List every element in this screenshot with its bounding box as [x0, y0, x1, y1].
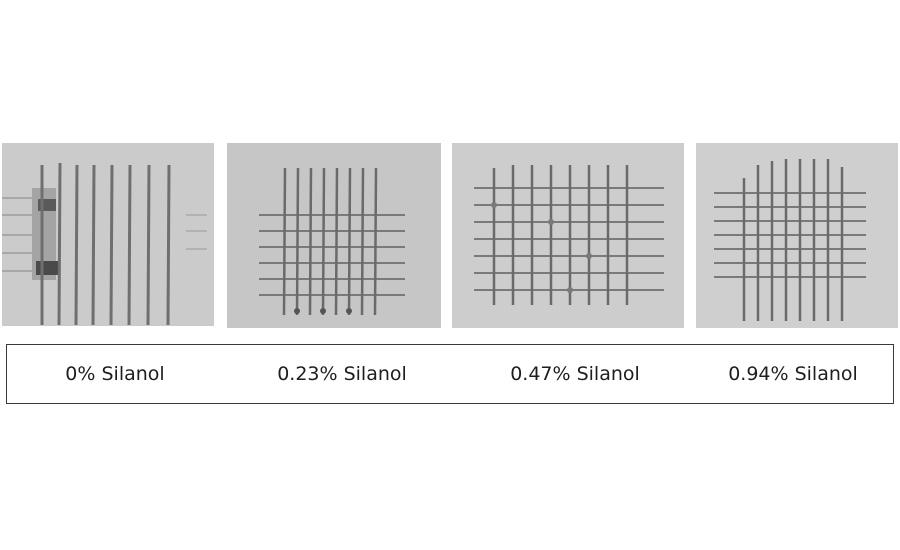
caption-box: 0% Silanol 0.23% Silanol 0.47% Silanol 0…: [6, 344, 894, 404]
caption-0.47-silanol: 0.47% Silanol: [510, 363, 640, 385]
sample-photo-0.94-silanol: [696, 143, 898, 328]
line-end-drops: [294, 308, 352, 314]
caption-0.94-silanol: 0.94% Silanol: [728, 363, 858, 385]
caption-0-silanol: 0% Silanol: [65, 363, 165, 385]
scribe-pattern-1: [259, 167, 405, 316]
scribe-pattern-0: [2, 162, 207, 326]
horizontal-scribe-lines: [259, 214, 405, 296]
sample-photo-0.47-silanol: [452, 143, 684, 328]
sample-photo-0.23-silanol: [227, 143, 441, 328]
vertical-scribe-lines: [492, 165, 629, 305]
vertical-scribe-lines: [40, 162, 171, 326]
vertical-scribe-lines: [742, 159, 844, 321]
horizontal-scribe-lines: [714, 192, 866, 278]
smear-dark-spot: [36, 261, 58, 275]
vertical-scribe-lines: [282, 167, 378, 316]
intersection-blobs: [491, 202, 592, 293]
caption-0.23-silanol: 0.23% Silanol: [277, 363, 407, 385]
faint-horizontal-traces: [2, 197, 32, 272]
scribe-pattern-2: [474, 165, 664, 305]
faint-right-traces: [186, 214, 207, 250]
sample-photo-0-silanol: [2, 143, 214, 326]
scribe-pattern-3: [714, 159, 866, 321]
